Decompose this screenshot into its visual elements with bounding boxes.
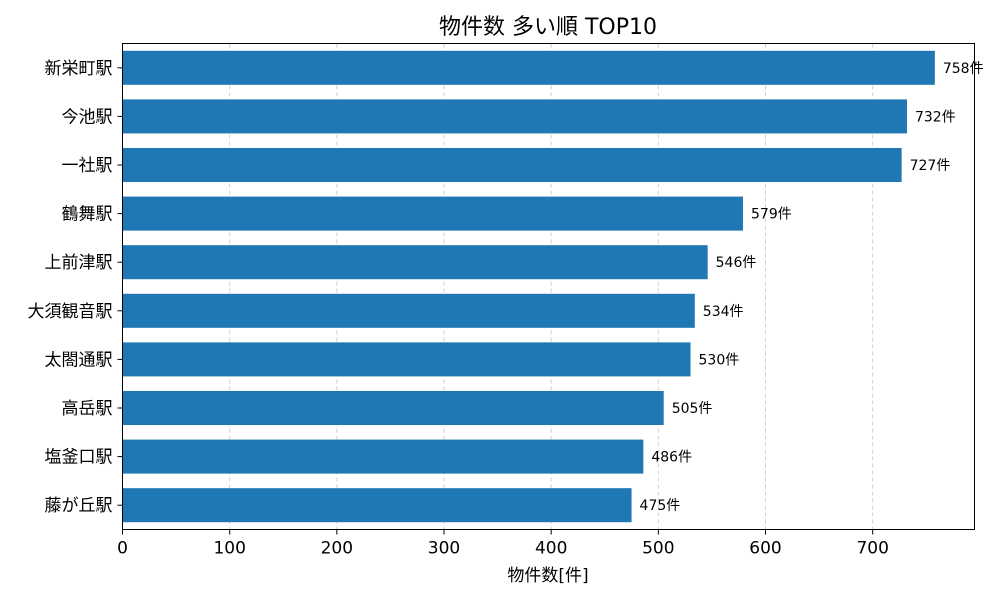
x-tick-label: 0	[117, 539, 128, 559]
bar	[122, 245, 708, 280]
y-category-label: 太閤通駅	[45, 350, 113, 370]
y-category-label: 鶴舞駅	[62, 205, 113, 225]
bar-value-label: 732件	[915, 109, 956, 125]
x-tick-label: 600	[749, 539, 781, 559]
bar	[122, 439, 644, 474]
x-tick-label: 400	[535, 539, 567, 559]
bar-value-label: 579件	[751, 207, 792, 223]
y-category-label: 藤が丘駅	[45, 496, 113, 516]
bar	[122, 196, 744, 231]
x-tick-label: 200	[321, 539, 353, 559]
bar-value-label: 486件	[651, 450, 692, 466]
data-labels: 758件 732件 727件 579件 546件 534件 530件 505件 486件 475件	[640, 61, 984, 514]
bar-value-label: 727件	[910, 158, 951, 174]
x-tick-label: 700	[856, 539, 888, 559]
y-category-label: 一社駅	[62, 156, 113, 176]
bar	[122, 293, 695, 328]
chart-title: 物件数 多い順 TOP10	[439, 15, 657, 40]
y-category-label: 塩釜口駅	[45, 448, 113, 468]
y-category-label: 新栄町駅	[45, 59, 113, 79]
y-category-label: 高岳駅	[62, 399, 113, 419]
y-category-label: 上前津駅	[45, 253, 113, 273]
bar-value-label: 546件	[716, 255, 757, 271]
bar	[122, 488, 632, 523]
bar	[122, 390, 664, 426]
x-tick-label: 300	[428, 539, 460, 559]
bar	[122, 99, 907, 134]
x-axis-ticks: 0 100 200 300 400 500 600 700	[117, 529, 889, 559]
x-tick-label: 100	[213, 539, 245, 559]
x-axis-label: 物件数[件]	[507, 566, 588, 586]
bar	[122, 342, 691, 377]
bar-value-label: 534件	[703, 304, 744, 320]
bars	[122, 50, 935, 523]
bar	[122, 50, 935, 85]
y-category-label: 今池駅	[62, 107, 113, 127]
x-tick-label: 500	[642, 539, 674, 559]
bar-value-label: 530件	[699, 352, 740, 368]
bar-value-label: 758件	[943, 61, 984, 77]
bar-value-label: 475件	[640, 498, 681, 514]
y-category-label: 大須観音駅	[28, 302, 113, 322]
bar	[122, 147, 902, 183]
bar-value-label: 505件	[672, 401, 713, 417]
plot-frame	[122, 43, 975, 530]
